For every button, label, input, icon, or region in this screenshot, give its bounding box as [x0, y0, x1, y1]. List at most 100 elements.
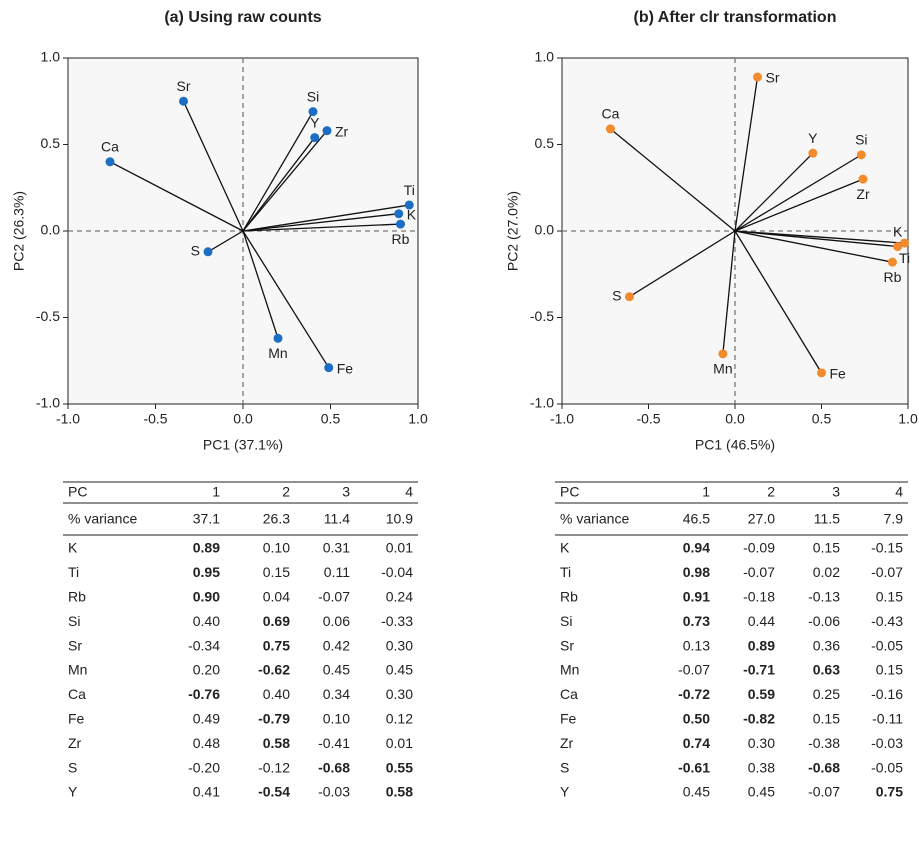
row-label: Ca — [560, 686, 578, 702]
table-cell: 0.15 — [876, 662, 903, 678]
table-cell: -0.15 — [871, 540, 903, 556]
table-cell: 0.10 — [263, 540, 290, 556]
point-label: Mn — [268, 345, 287, 361]
loading-vector — [734, 154, 862, 232]
table-cell: -0.13 — [808, 589, 840, 605]
table-cell: 0.98 — [683, 564, 710, 580]
loading-vector — [722, 230, 736, 354]
loading-point — [308, 107, 318, 117]
table-cell: 0.20 — [193, 662, 220, 678]
loading-vector — [734, 152, 814, 232]
table-cell: -0.18 — [743, 589, 775, 605]
table-cell: 11.5 — [814, 511, 840, 527]
table-cell: -0.05 — [871, 637, 903, 653]
row-label: Si — [560, 613, 572, 629]
table-cell: -0.20 — [188, 759, 220, 775]
loading-vector — [734, 230, 905, 244]
table-header: 2 — [282, 484, 290, 500]
table-cell: -0.62 — [258, 662, 290, 678]
x-tick-label: -0.5 — [143, 411, 167, 427]
loading-point — [396, 219, 405, 229]
x-tick-label: 1.0 — [408, 411, 428, 427]
table-cell: -0.61 — [678, 759, 710, 775]
row-label: Zr — [68, 735, 82, 751]
table-cell: -0.68 — [808, 759, 840, 775]
loading-vector — [242, 111, 314, 232]
loading-vector — [734, 230, 893, 263]
table-cell: 0.42 — [323, 637, 350, 653]
table-cell: 0.75 — [876, 784, 903, 800]
loading-point — [105, 157, 115, 167]
table-cell: -0.07 — [871, 564, 903, 580]
table-cell: 0.30 — [386, 637, 413, 653]
row-label: Fe — [68, 711, 85, 727]
loading-point — [624, 292, 634, 302]
loading-vector — [242, 230, 279, 339]
table-cell: -0.34 — [188, 637, 220, 653]
point-label: Ca — [601, 106, 619, 122]
row-label: K — [560, 540, 570, 556]
loading-point — [900, 238, 910, 248]
table-cell: 0.24 — [386, 589, 413, 605]
loading-vector — [734, 230, 823, 374]
table-cell: 0.69 — [263, 613, 290, 629]
x-tick-label: 0.5 — [321, 411, 341, 427]
table-cell: -0.33 — [381, 613, 413, 629]
loading-vector — [182, 100, 244, 232]
loading-vector — [242, 204, 410, 232]
y-tick-label: 0.0 — [41, 222, 61, 238]
table-cell: 11.4 — [324, 511, 350, 527]
loading-vector — [734, 178, 864, 232]
x-tick-label: -0.5 — [636, 411, 660, 427]
table-header: PC — [560, 484, 579, 500]
table-cell: 0.55 — [386, 759, 413, 775]
table-cell: 0.40 — [263, 686, 290, 702]
table-cell: 26.3 — [263, 511, 290, 527]
table-cell: -0.06 — [808, 613, 840, 629]
table-cell: 0.40 — [193, 613, 220, 629]
table-cell: 0.30 — [748, 735, 775, 751]
table-cell: -0.07 — [743, 564, 775, 580]
x-tick-label: -1.0 — [550, 411, 574, 427]
table-cell: 0.36 — [813, 637, 840, 653]
loading-vector — [629, 230, 736, 298]
loading-point — [808, 148, 818, 158]
table-cell: -0.16 — [871, 686, 903, 702]
table-cell: -0.03 — [871, 735, 903, 751]
table-cell: 37.1 — [193, 511, 220, 527]
table-cell: 0.25 — [813, 686, 840, 702]
table-cell: -0.76 — [188, 686, 220, 702]
loading-point — [322, 126, 332, 136]
row-label: Ti — [560, 564, 571, 580]
point-label: Rb — [883, 269, 901, 285]
loading-vector — [734, 230, 898, 248]
point-label: Y — [808, 130, 818, 146]
point-label: Zr — [856, 186, 870, 202]
table-cell: -0.03 — [318, 784, 350, 800]
loading-point — [605, 124, 615, 134]
table-cell: 0.63 — [813, 662, 840, 678]
row-label: S — [560, 759, 569, 775]
loading-point — [858, 174, 868, 184]
row-label: Si — [68, 613, 80, 629]
table-cell: 0.58 — [386, 784, 413, 800]
loading-point — [817, 368, 826, 378]
table-cell: 0.45 — [386, 662, 413, 678]
y-tick-label: -1.0 — [530, 395, 554, 411]
point-label: Ca — [101, 139, 119, 155]
chart-title: (a) Using raw counts — [164, 9, 321, 26]
loading-point — [273, 333, 283, 343]
table-cell: 0.48 — [193, 735, 220, 751]
loading-point — [718, 349, 728, 359]
point-label: K — [893, 223, 903, 239]
loading-point — [179, 96, 188, 106]
table-cell: 0.58 — [263, 735, 290, 751]
table-cell: -0.71 — [743, 662, 775, 678]
y-tick-label: 0.0 — [535, 222, 555, 238]
x-tick-label: 0.5 — [812, 411, 832, 427]
point-label: Ti — [899, 250, 910, 266]
table-cell: -0.07 — [678, 662, 710, 678]
row-label: Ca — [68, 686, 86, 702]
loading-point — [404, 200, 414, 210]
loading-vector — [242, 137, 316, 232]
